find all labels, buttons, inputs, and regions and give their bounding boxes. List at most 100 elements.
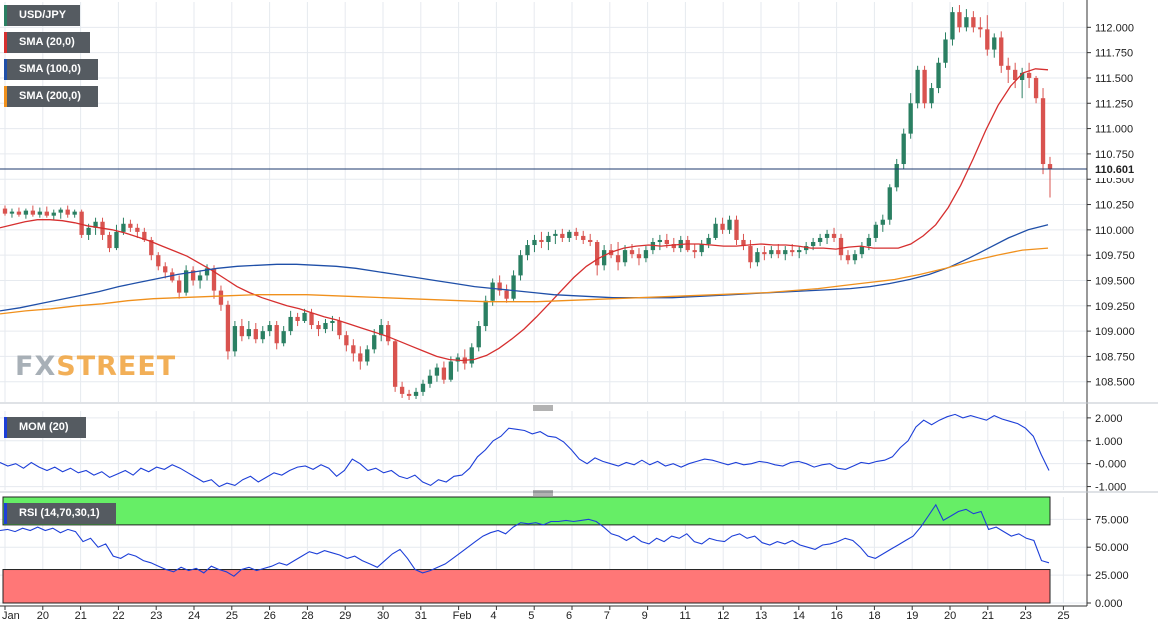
candle-body [337, 320, 342, 336]
candle-body [1033, 77, 1039, 99]
candle-body [79, 211, 84, 235]
price-panel [0, 5, 1087, 400]
candle-body [274, 325, 279, 344]
price-tick-label: 110.250 [1095, 200, 1134, 212]
candle-body [971, 17, 976, 28]
candle-body [748, 246, 753, 263]
candle-body [657, 239, 663, 242]
frames [0, 0, 1158, 607]
rsi-oversold-zone [2, 569, 1051, 604]
candle-body [601, 250, 607, 266]
candle-body [908, 103, 913, 134]
candle-body [302, 312, 307, 321]
candle-body [790, 250, 795, 253]
candle-body [964, 17, 969, 28]
rsi-line [0, 503, 1050, 577]
candle-body [490, 282, 495, 301]
candle-body [16, 211, 22, 215]
candle-body [260, 331, 265, 340]
x-tick-label: Feb [453, 610, 472, 622]
price-tick-label: 109.750 [1095, 250, 1135, 262]
x-tick-label: 20 [944, 610, 956, 622]
candle-body [831, 233, 837, 238]
last-price-label: 110.601 [1095, 164, 1134, 176]
candle-body [379, 325, 384, 336]
rsi-tag[interactable]: RSI (14,70,30,1) [4, 503, 116, 524]
sma200-tag[interactable]: SMA (200,0) [4, 86, 98, 107]
sma200-line [0, 247, 1049, 315]
candle-body [560, 233, 565, 238]
logo-part2: STREET [56, 351, 177, 382]
candle-body [253, 329, 258, 340]
candle-body [232, 326, 238, 352]
candle-body [1026, 72, 1032, 78]
candle-body [838, 237, 844, 256]
rsi-tick-label: 25.000 [1095, 570, 1129, 582]
fxstreet-logo: FXSTREET [15, 351, 176, 382]
candle-body [469, 347, 474, 364]
candle-body [58, 209, 63, 213]
candle-body [915, 69, 920, 104]
candle-body [323, 323, 328, 330]
x-tick-label: 18 [868, 610, 880, 622]
candle-body [922, 69, 927, 104]
candle-body [497, 282, 502, 291]
candle-body [72, 211, 77, 215]
symbol-tag[interactable]: USD/JPY [4, 5, 80, 26]
sma100-tag[interactable]: SMA (100,0) [4, 59, 98, 80]
candle-body [539, 239, 544, 242]
candle-body [504, 290, 509, 299]
sma20-tag[interactable]: SMA (20,0) [4, 32, 90, 53]
mom-panel [0, 413, 1050, 488]
x-tick-label: 13 [755, 610, 767, 622]
x-tick-label: 11 [679, 610, 690, 622]
x-tick-label: 12 [717, 610, 729, 622]
candle-body [121, 223, 126, 232]
candle-body [135, 227, 140, 232]
candle-body [511, 275, 516, 299]
x-tick-label: 31 [415, 610, 427, 622]
candle-body [1040, 98, 1046, 165]
candle-body [1019, 72, 1025, 80]
x-tick-label: 16 [831, 610, 843, 622]
candle-body [1013, 69, 1018, 80]
candle-body [595, 242, 600, 266]
candle-body [365, 349, 370, 362]
candle-body [211, 268, 217, 291]
logo-part1: FX [15, 351, 57, 382]
price-tick-label: 111.750 [1095, 48, 1133, 60]
rsi-tick-label: 50.000 [1095, 542, 1129, 554]
candle-body [664, 239, 669, 245]
x-tick-label: 21 [75, 610, 87, 622]
x-tick-label: 23 [150, 610, 162, 622]
x-tick-label: 4 [490, 610, 496, 622]
candle-body [824, 233, 830, 238]
mom-tick-label: -1.000 [1095, 482, 1126, 494]
mom-tag[interactable]: MOM (20) [4, 417, 86, 438]
candle-body [859, 246, 865, 255]
candle-body [755, 252, 760, 263]
candle-body [776, 250, 781, 255]
candle-body [344, 335, 349, 346]
candle-body [636, 254, 642, 259]
candle-body [1006, 65, 1011, 70]
candle-body [330, 320, 335, 324]
candle-body [671, 244, 676, 249]
candle-body [692, 250, 697, 253]
rsi-tick-label: 0.000 [1095, 598, 1123, 610]
candle-body [734, 219, 739, 240]
rsi-tick-label: 75.000 [1095, 514, 1129, 526]
y-axes: 112.000 111.750 111.500 111.250 111.000 110.7… [1087, 22, 1144, 610]
mom-tick-label: 2.000 [1095, 413, 1123, 425]
candle-body [650, 242, 656, 251]
candle-body [65, 209, 70, 215]
candle-body [107, 234, 112, 249]
x-tick-label: Jan [2, 610, 20, 622]
x-tick-label: 6 [566, 610, 572, 622]
candle-body [44, 211, 49, 216]
candle-body [434, 367, 440, 376]
candle-body [406, 393, 412, 396]
candle-body [288, 316, 293, 332]
x-tick-label: 5 [528, 610, 534, 622]
